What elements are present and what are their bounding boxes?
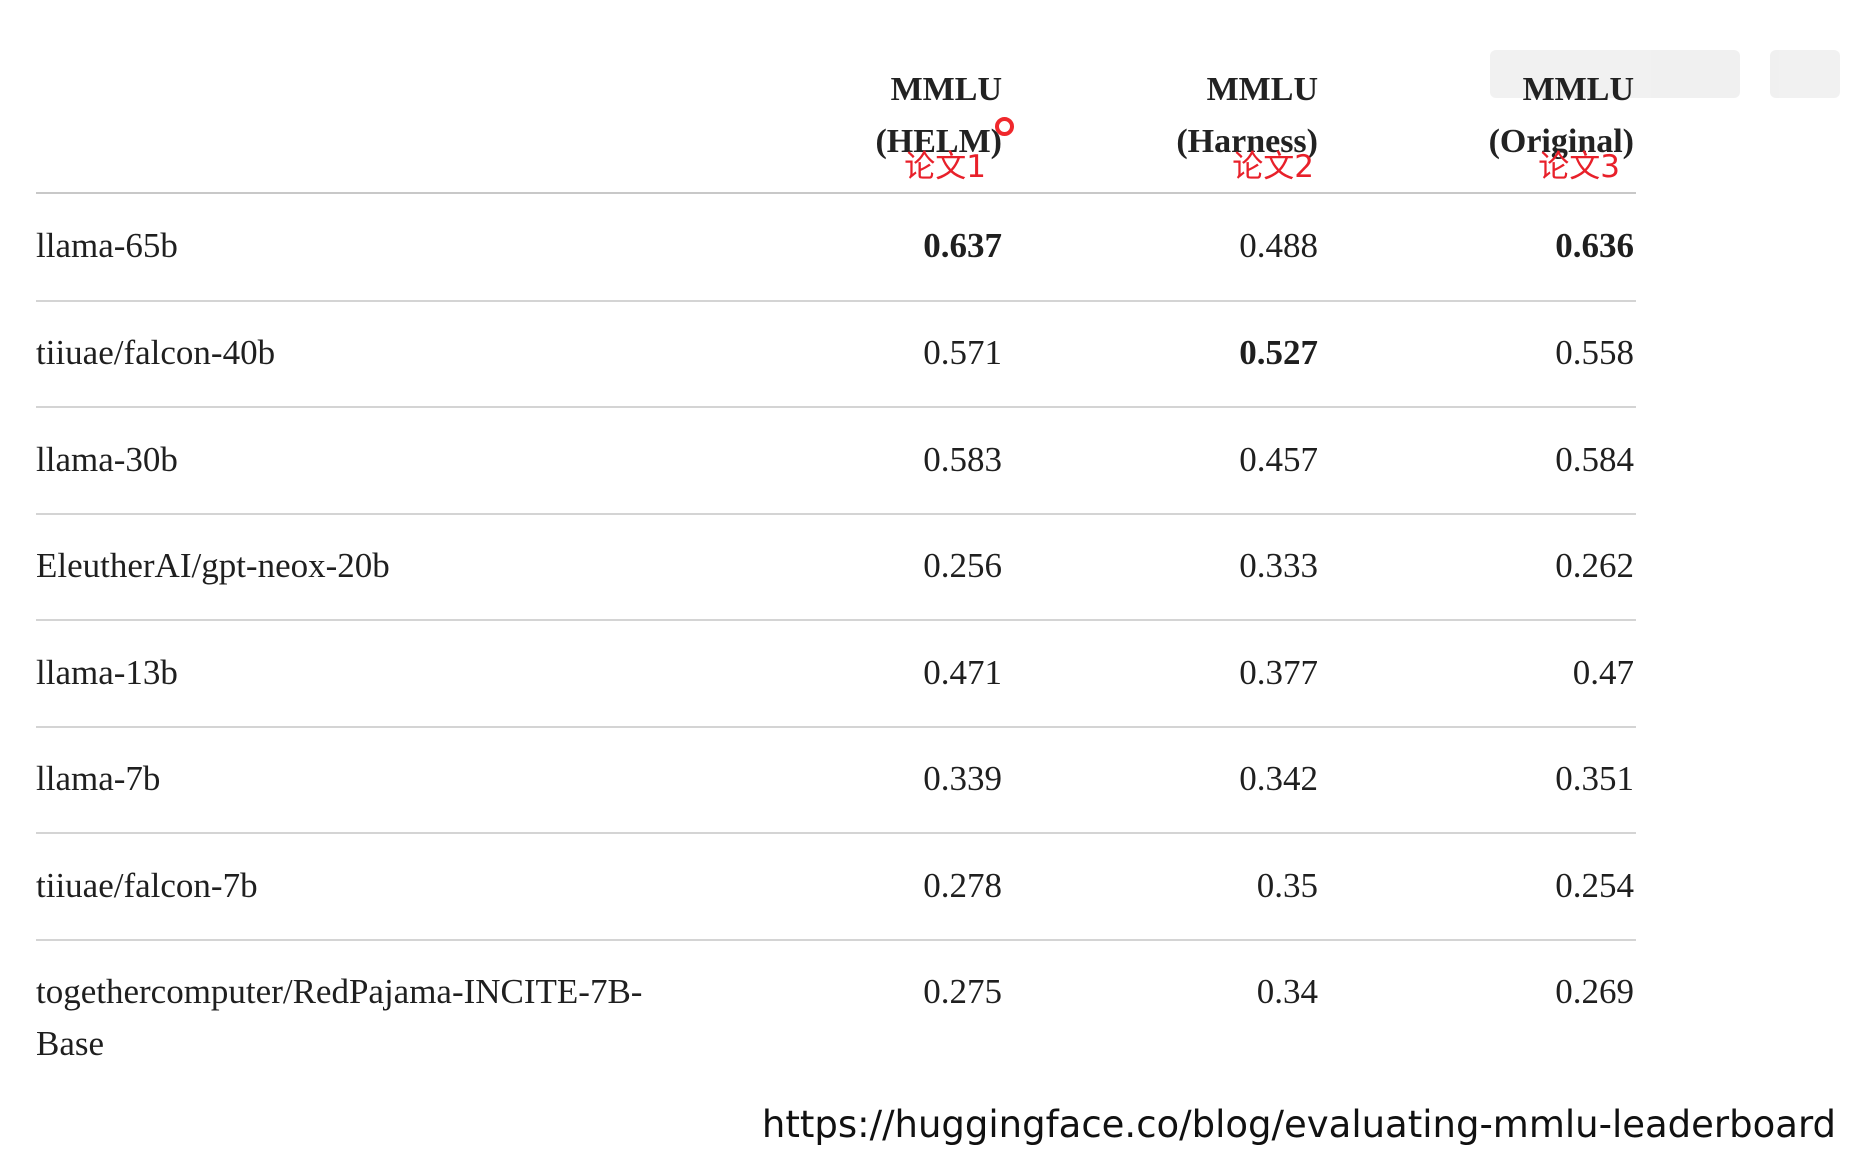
watermark [1480, 40, 1856, 110]
column-header-line2: (HELM) [875, 123, 1002, 160]
score-original: 0.254 [1555, 866, 1634, 905]
score-original: 0.262 [1555, 546, 1634, 585]
row-divider [36, 513, 1636, 515]
model-name-line: llama-65b [36, 226, 178, 265]
score-harness: 0.527 [1239, 333, 1318, 372]
model-name: llama-65b [36, 220, 736, 272]
model-name: llama-30b [36, 434, 736, 486]
score-helm: 0.583 [923, 440, 1002, 479]
score-helm: 0.637 [923, 226, 1002, 265]
score-harness: 0.377 [1239, 653, 1318, 692]
model-name-line: tiiuae/falcon-7b [36, 866, 258, 905]
score-original: 0.351 [1555, 759, 1634, 798]
score-harness: 0.342 [1239, 759, 1318, 798]
column-header-original: MMLU (Original) [1334, 64, 1634, 168]
score-harness: 0.333 [1239, 546, 1318, 585]
model-name-line: EleutherAI/gpt-neox-20b [36, 546, 390, 585]
column-annotation-paper3: 论文3 [1538, 149, 1620, 185]
header-rule [36, 192, 1636, 194]
score-original: 0.269 [1555, 972, 1634, 1011]
score-harness: 0.457 [1239, 440, 1318, 479]
score-harness: 0.488 [1239, 226, 1318, 265]
model-name-line: llama-13b [36, 653, 178, 692]
model-name: tiiuae/falcon-7b [36, 860, 736, 912]
column-header-line2: (Original) [1488, 123, 1634, 160]
model-name-line: togethercomputer/RedPajama-INCITE-7B- [36, 972, 643, 1011]
row-divider [36, 406, 1636, 408]
source-url: https://huggingface.co/blog/evaluating-m… [761, 1103, 1836, 1146]
column-header-line1: MMLU [890, 71, 1002, 108]
score-original: 0.47 [1572, 653, 1634, 692]
score-original: 0.584 [1555, 440, 1634, 479]
score-helm: 0.278 [923, 866, 1002, 905]
row-divider [36, 939, 1636, 941]
score-helm: 0.275 [923, 972, 1002, 1011]
column-header-line1: MMLU [1522, 71, 1634, 108]
score-helm: 0.256 [923, 546, 1002, 585]
column-annotation-paper2: 论文2 [1232, 149, 1314, 185]
model-name-line: llama-7b [36, 759, 161, 798]
row-divider [36, 619, 1636, 621]
column-header-helm: MMLU (HELM) [702, 64, 1002, 168]
score-harness: 0.35 [1256, 866, 1318, 905]
row-divider [36, 832, 1636, 834]
column-header-harness: MMLU (Harness) [1018, 64, 1318, 168]
column-header-line2: (Harness) [1176, 123, 1318, 160]
score-helm: 0.339 [923, 759, 1002, 798]
model-name: llama-13b [36, 647, 736, 699]
model-name: togethercomputer/RedPajama-INCITE-7B- Ba… [36, 966, 736, 1070]
score-helm: 0.471 [923, 653, 1002, 692]
model-name: llama-7b [36, 753, 736, 805]
model-name: EleutherAI/gpt-neox-20b [36, 540, 736, 592]
column-header-line1: MMLU [1206, 71, 1318, 108]
score-original: 0.558 [1555, 333, 1634, 372]
score-helm: 0.571 [923, 333, 1002, 372]
row-divider [36, 726, 1636, 728]
score-harness: 0.34 [1256, 972, 1318, 1011]
model-name-line: Base [36, 1024, 105, 1063]
row-divider [36, 300, 1636, 302]
model-name-line: llama-30b [36, 440, 178, 479]
cursor-marker-icon [995, 117, 1014, 136]
column-annotation-paper1: 论文1 [904, 149, 986, 185]
model-name-line: tiiuae/falcon-40b [36, 333, 276, 372]
score-original: 0.636 [1555, 226, 1634, 265]
model-name: tiiuae/falcon-40b [36, 327, 736, 379]
